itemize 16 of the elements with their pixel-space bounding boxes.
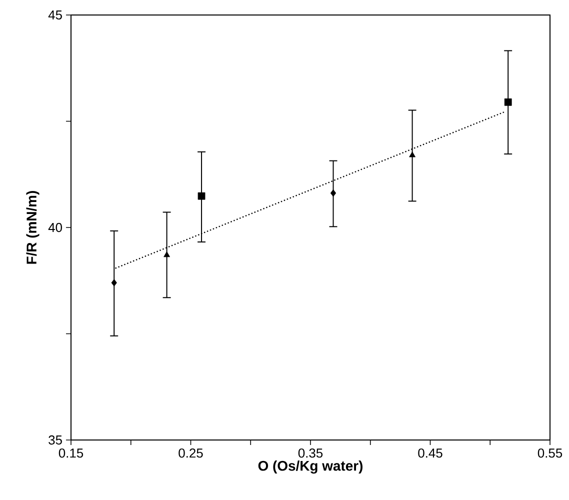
x-tick-label: 0.25 xyxy=(178,448,203,458)
point xyxy=(330,189,336,197)
point xyxy=(164,251,170,258)
point xyxy=(504,98,512,106)
x-axis-title: O (Os/Kg water) xyxy=(258,460,362,474)
y-axis-title: F/R (mN/m) xyxy=(26,191,40,264)
x-tick-label: 0.45 xyxy=(418,448,442,458)
x-tick-label: 0.35 xyxy=(298,448,323,458)
point xyxy=(409,152,416,158)
y-tick-label: 40 xyxy=(48,222,62,232)
point xyxy=(111,279,117,286)
x-tick-label: 0.15 xyxy=(58,448,84,458)
x-tick-label: 0.55 xyxy=(538,448,562,458)
y-tick-label: 45 xyxy=(48,10,62,20)
point xyxy=(198,192,206,200)
y-tick-label: 35 xyxy=(48,435,62,445)
